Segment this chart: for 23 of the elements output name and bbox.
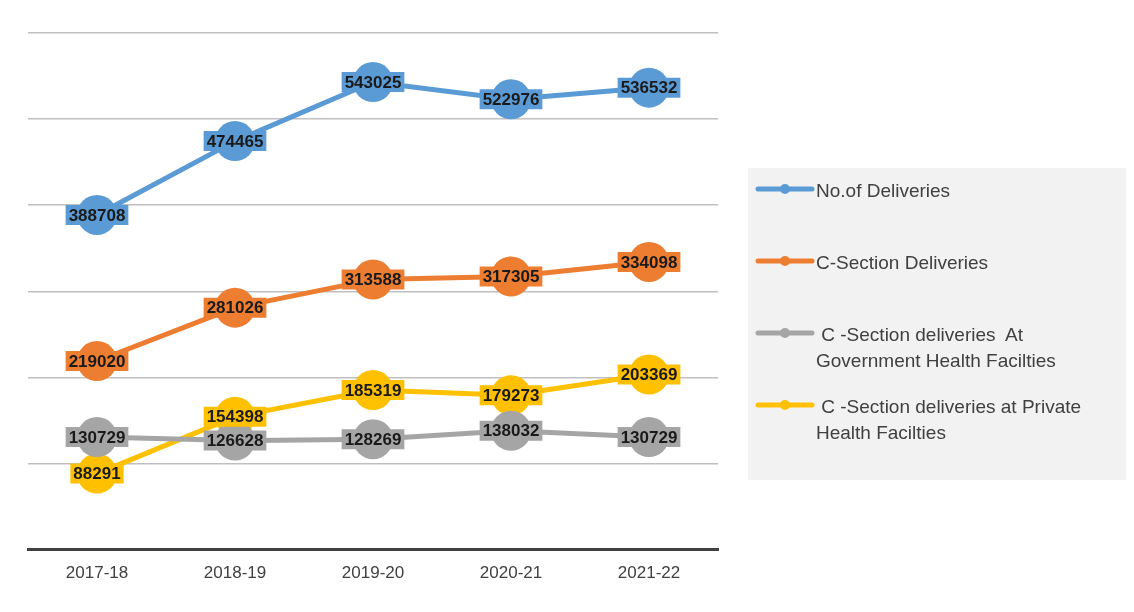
data-label: 185319	[344, 380, 402, 400]
data-label: 130729	[68, 427, 126, 447]
data-label: 474465	[206, 131, 264, 151]
x-tick-label: 2021-22	[617, 563, 681, 583]
data-label: 179273	[482, 385, 540, 405]
legend-label: No.of Deliveries	[816, 179, 951, 203]
legend-label: C -Section deliveries At Government Health Facilties	[816, 323, 1057, 373]
data-label: 522976	[482, 90, 540, 110]
data-label: 126628	[206, 431, 264, 451]
data-label: 536532	[620, 78, 678, 98]
x-tick-label: 2019-20	[341, 563, 405, 583]
data-label: 138032	[482, 421, 540, 441]
data-label: 543025	[344, 72, 402, 92]
x-tick-label: 2018-19	[203, 563, 267, 583]
data-label: 317305	[482, 267, 540, 287]
legend-label: C -Section deliveries at Private Health Facilties	[816, 395, 1083, 445]
legend-label: C-Section Deliveries	[816, 251, 989, 275]
data-label: 203369	[620, 365, 678, 385]
data-label: 154398	[206, 407, 264, 427]
data-label: 128269	[344, 429, 402, 449]
data-label: 130729	[620, 427, 678, 447]
x-tick-label: 2020-21	[479, 563, 543, 583]
x-tick-label: 2017-18	[65, 563, 129, 583]
